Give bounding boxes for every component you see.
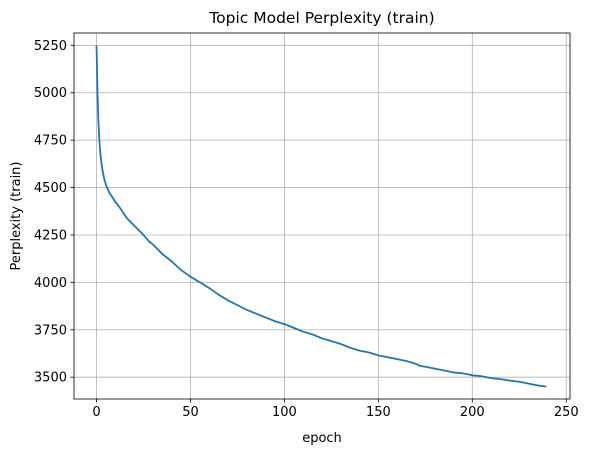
chart-title: Topic Model Perplexity (train) [208,9,434,27]
x-axis-ticks: 0 50 100 150 200 250 [92,399,579,420]
x-tick-label: 100 [272,405,297,420]
series-layer [95,45,547,388]
x-tick-label: 150 [366,405,391,420]
grid-lines [74,33,570,399]
x-axis-label: epoch [302,431,342,446]
y-tick-label: 4500 [34,181,67,196]
y-tick-label: 3500 [34,371,67,386]
y-tick-label: 5000 [34,86,67,101]
x-tick-label: 250 [554,405,579,420]
plot-area [74,33,570,399]
y-tick-label: 4750 [34,134,67,149]
y-axis-ticks: 3500 3750 4000 4250 4500 4750 5000 5250 [34,39,74,386]
x-tick-label: 200 [460,405,485,420]
perplexity-series-line [95,45,547,388]
y-tick-label: 4250 [34,228,67,243]
plot-frame [73,32,571,400]
y-tick-label: 4000 [34,276,67,291]
y-tick-label: 3750 [34,323,67,338]
y-tick-label: 5250 [34,39,67,54]
x-tick-label: 0 [92,405,100,420]
y-axis-label: Perplexity (train) [9,162,24,271]
x-tick-label: 50 [182,405,199,420]
